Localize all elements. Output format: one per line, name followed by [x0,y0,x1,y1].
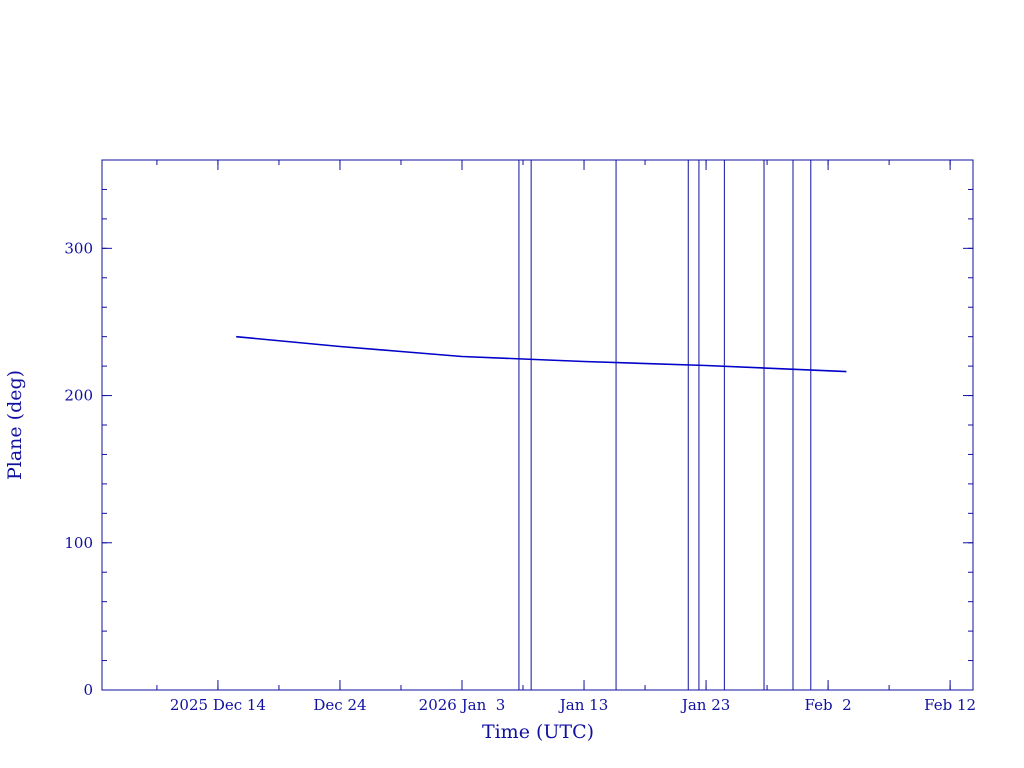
x-axis-title: Time (UTC) [482,721,594,743]
x-tick-label: Jan 13 [558,696,608,714]
x-tick-label: Feb 2 [805,696,852,714]
x-tick-label: 2026 Jan 3 [419,696,506,714]
y-tick-label: 300 [64,239,93,257]
y-axis-title: Plane (deg) [4,370,26,480]
y-tick-label: 100 [64,534,93,552]
x-tick-label: 2025 Dec 14 [170,696,266,714]
x-tick-label: Feb 12 [924,696,976,714]
x-tick-label: Dec 24 [313,696,366,714]
y-tick-label: 200 [64,387,93,405]
x-tick-label: Jan 23 [680,696,730,714]
plot-frame [101,159,974,691]
y-tick-label: 0 [83,681,93,699]
data-line [236,335,847,373]
